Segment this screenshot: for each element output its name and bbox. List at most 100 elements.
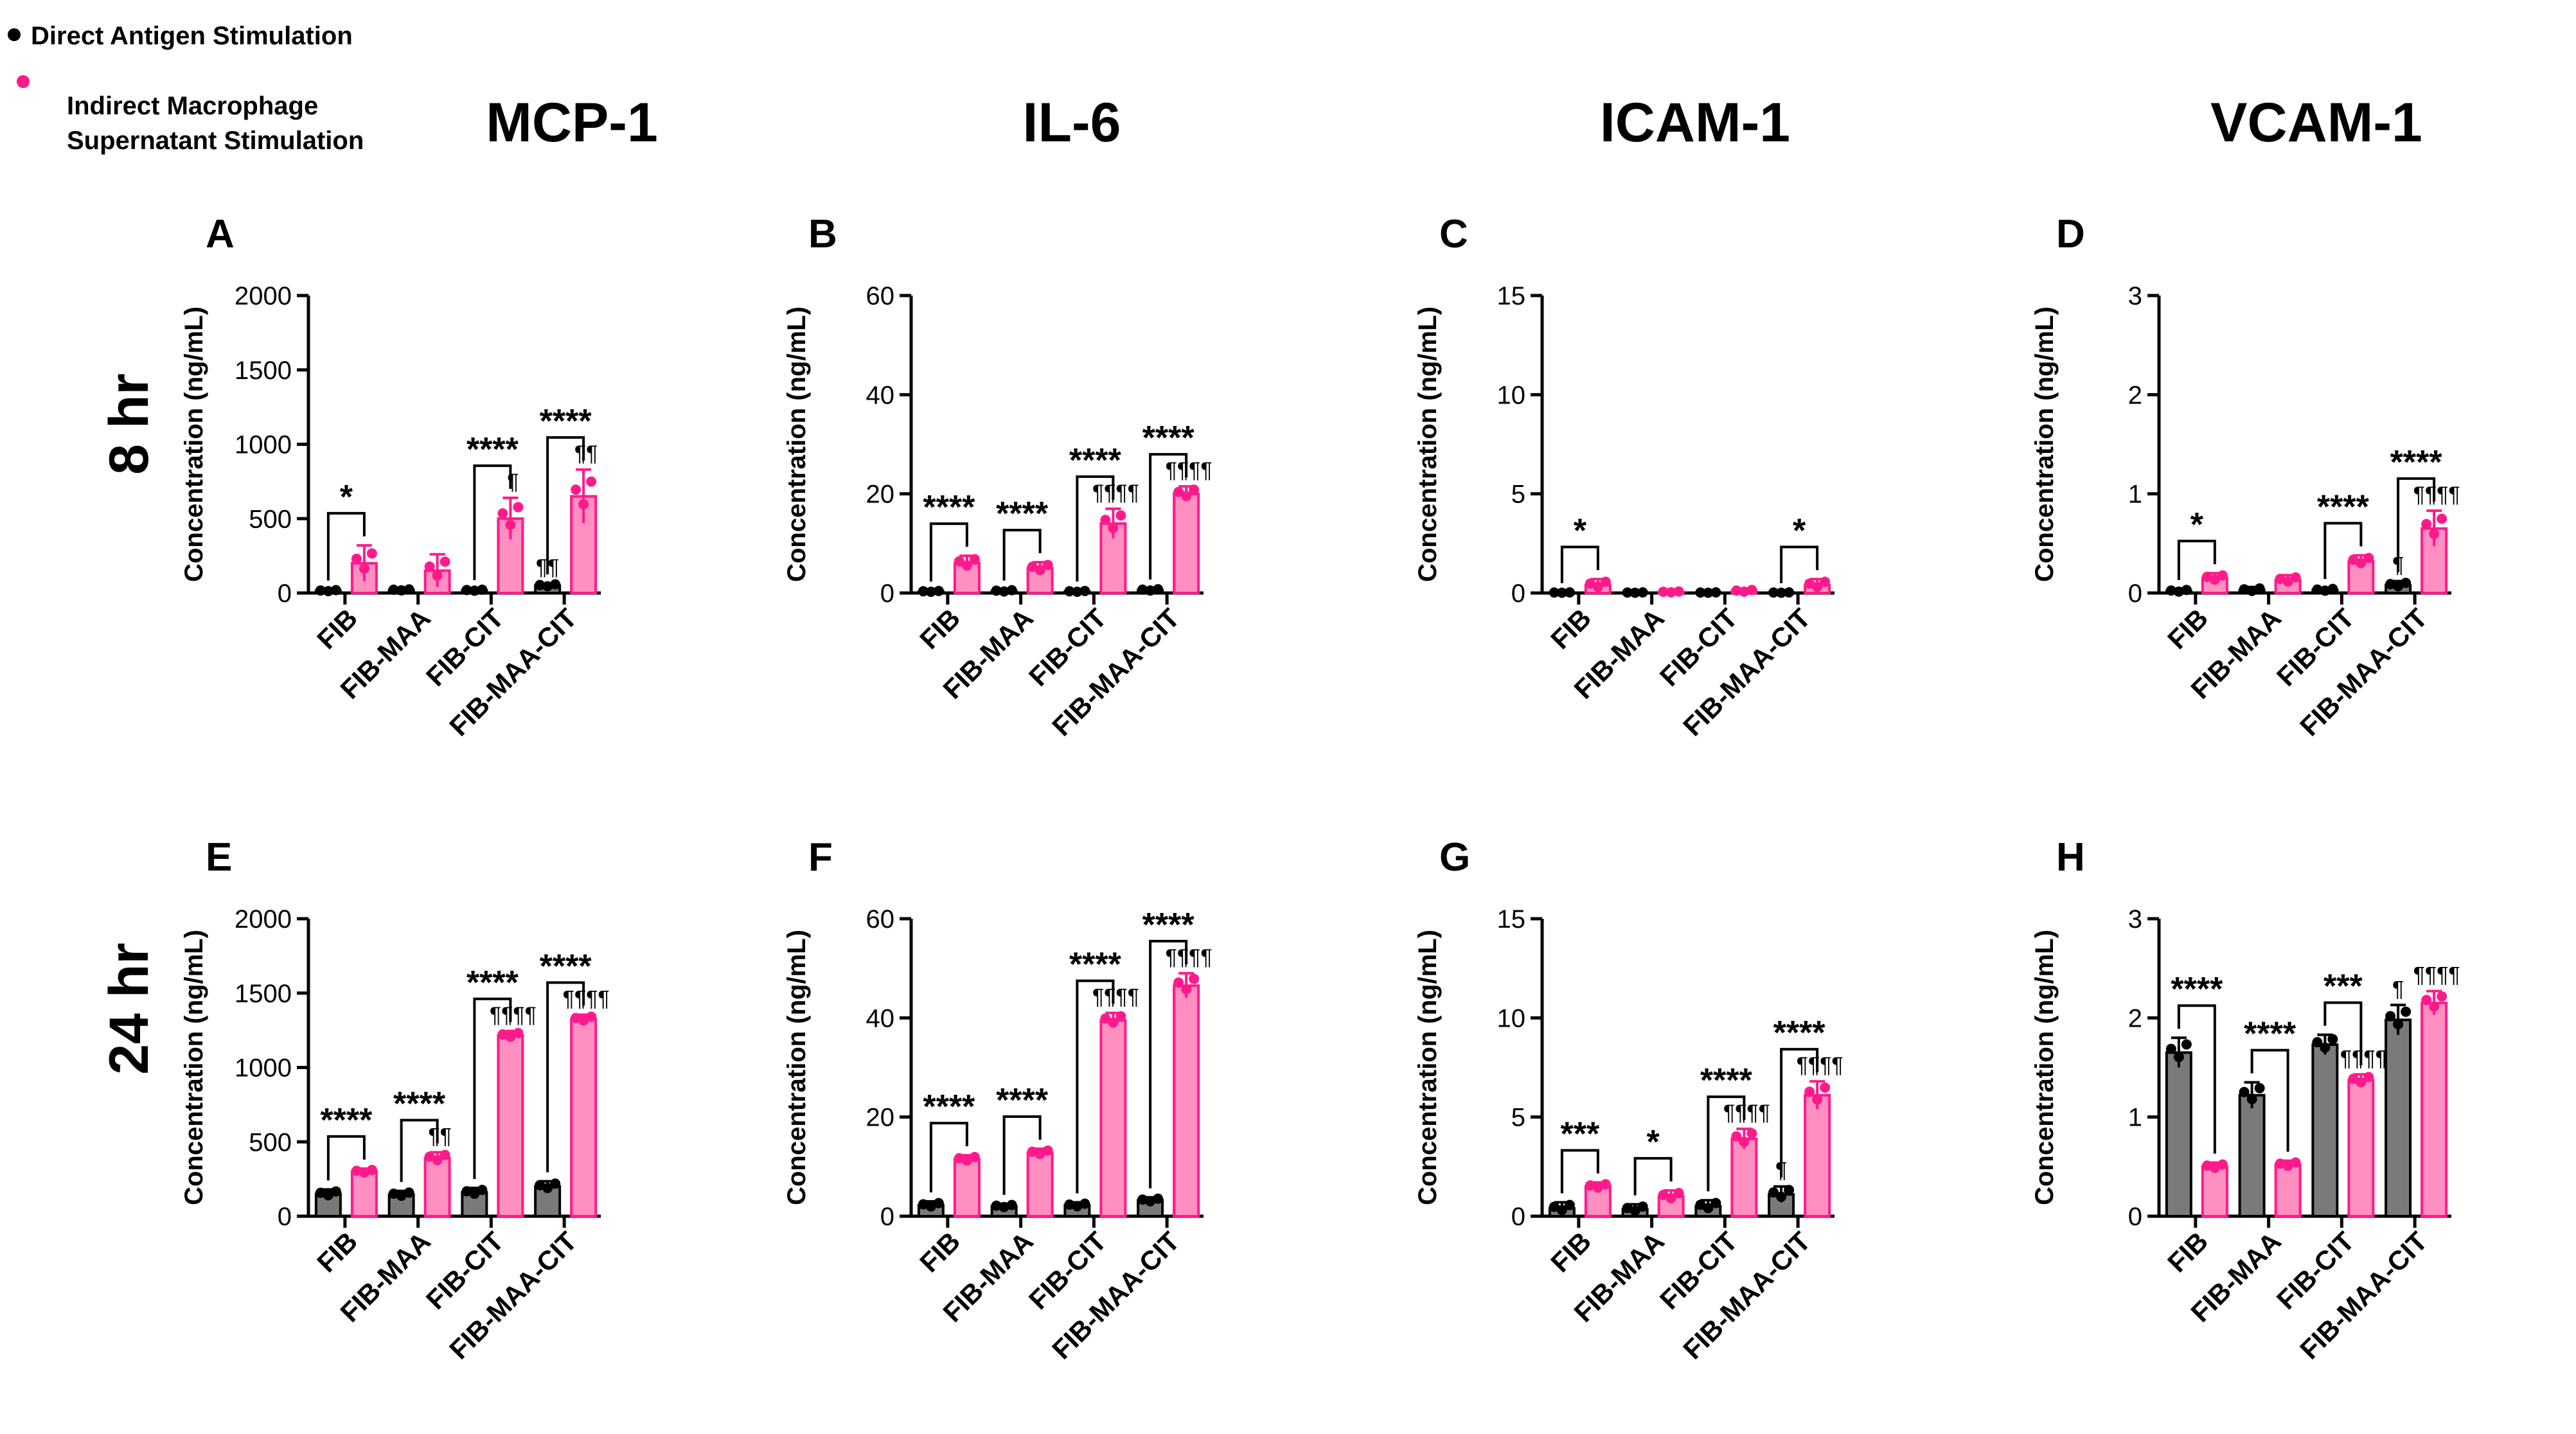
column-title-il6: IL-6 bbox=[1023, 92, 1121, 154]
indirect-bar bbox=[2274, 1163, 2302, 1218]
direct-data-point bbox=[2181, 585, 2192, 596]
direct-data-point bbox=[1153, 1193, 1164, 1204]
indirect-data-point bbox=[1108, 1017, 1119, 1028]
significance-label: **** bbox=[1069, 442, 1122, 479]
y-tick-label: 1 bbox=[2128, 1104, 2142, 1132]
direct-data-point bbox=[1710, 587, 1721, 598]
indirect-data-point bbox=[2348, 1074, 2359, 1084]
indirect-data-point bbox=[2348, 554, 2359, 565]
direct-data-point bbox=[477, 584, 488, 595]
indirect-pilcrow-mark: ¶¶¶¶ bbox=[1797, 1053, 1843, 1077]
indirect-data-point bbox=[2209, 574, 2220, 585]
legend-indirect-label-line1: Indirect Macrophage bbox=[67, 92, 318, 120]
direct-data-point bbox=[2312, 1037, 2323, 1048]
direct-data-point bbox=[2401, 1006, 2412, 1017]
indirect-bar bbox=[570, 1018, 598, 1217]
direct-data-point bbox=[1622, 587, 1633, 598]
chart-panel-f: F 0 20 40 60 Concentration (ng/mL) FIB **** FIB-… bbox=[783, 835, 1212, 1365]
x-tick-label: FIB bbox=[2162, 603, 2214, 655]
indirect-data-point bbox=[2290, 572, 2301, 583]
direct-data-point bbox=[2173, 1052, 2184, 1063]
indirect-data-point bbox=[1100, 515, 1111, 526]
indirect-data-point bbox=[2429, 1001, 2440, 1012]
indirect-data-point bbox=[2275, 574, 2286, 585]
y-tick-label: 1 bbox=[2128, 481, 2142, 509]
direct-data-point bbox=[991, 1200, 1002, 1211]
indirect-data-point bbox=[571, 484, 582, 495]
indirect-data-point bbox=[1820, 1082, 1831, 1093]
indirect-data-point bbox=[2290, 1157, 2301, 1168]
significance-bracket bbox=[2177, 540, 2216, 580]
direct-data-point bbox=[542, 581, 553, 592]
x-tick-label: FIB-MAA-CIT bbox=[2294, 1226, 2433, 1365]
x-tick-label: FIB-MAA-CIT bbox=[443, 1226, 583, 1365]
column-titles: MCP-1 IL-6 ICAM-1 VCAM-1 bbox=[486, 92, 2422, 154]
significance-label: **** bbox=[2317, 488, 2370, 526]
chart-panel-a: A 0 500 1000 1500 2000 Concentration (ng/mL) FI… bbox=[180, 212, 601, 741]
direct-data-point bbox=[2246, 585, 2257, 596]
indirect-data-point bbox=[1666, 587, 1676, 598]
direct-data-point bbox=[1776, 1191, 1787, 1202]
direct-data-point bbox=[2320, 1042, 2331, 1053]
direct-data-point bbox=[999, 1201, 1009, 1212]
indirect-data-point bbox=[2282, 1160, 2293, 1171]
indirect-data-point bbox=[586, 1011, 597, 1022]
y-tick-label: 1500 bbox=[235, 980, 292, 1008]
significance-bracket bbox=[1560, 545, 1599, 583]
indirect-data-point bbox=[1592, 581, 1603, 592]
legend-indirect-label: Indirect Macrophage Supernatant Stimulati… bbox=[67, 92, 364, 155]
direct-data-point bbox=[2327, 1034, 2338, 1045]
indirect-data-point bbox=[351, 553, 362, 564]
indirect-bar bbox=[350, 1170, 378, 1218]
y-tick-label: 60 bbox=[866, 282, 895, 310]
direct-data-point bbox=[1564, 587, 1575, 598]
y-tick-label: 1000 bbox=[235, 431, 292, 459]
direct-data-point bbox=[461, 1186, 472, 1197]
indirect-data-point bbox=[578, 1015, 589, 1026]
indirect-data-point bbox=[2421, 995, 2432, 1005]
panel-letter: D bbox=[2056, 212, 2085, 256]
legend-indirect-dot bbox=[17, 75, 30, 88]
indirect-data-point bbox=[432, 570, 443, 581]
y-axis-label: Concentration (ng/mL) bbox=[783, 930, 811, 1205]
direct-data-point bbox=[1768, 1187, 1779, 1198]
indirect-data-point bbox=[1658, 587, 1669, 598]
y-axis-label: Concentration (ng/mL) bbox=[2030, 930, 2059, 1205]
direct-data-point bbox=[1064, 1199, 1075, 1210]
y-tick-label: 500 bbox=[249, 1128, 292, 1156]
indirect-data-point bbox=[1035, 565, 1045, 576]
indirect-data-point bbox=[961, 1155, 972, 1166]
indirect-pilcrow-mark: ¶¶¶¶ bbox=[2340, 1046, 2387, 1070]
significance-bracket bbox=[1149, 939, 1188, 1189]
direct-data-point bbox=[2173, 586, 2184, 597]
y-tick-label: 2 bbox=[2128, 381, 2142, 409]
indirect-data-point bbox=[1812, 1094, 1823, 1105]
significance-label: **** bbox=[996, 495, 1049, 533]
panel-letter: F bbox=[808, 835, 833, 880]
direct-data-point bbox=[2327, 583, 2338, 594]
indirect-bar bbox=[2347, 1079, 2375, 1218]
direct-data-point bbox=[2312, 584, 2323, 595]
significance-bracket bbox=[1780, 545, 1819, 583]
indirect-data-point bbox=[1673, 586, 1684, 597]
direct-data-point bbox=[388, 1188, 399, 1199]
y-tick-label: 0 bbox=[278, 580, 292, 608]
significance-label: **** bbox=[996, 1082, 1049, 1119]
x-tick-label: FIB bbox=[311, 603, 363, 655]
significance-label: **** bbox=[466, 431, 519, 468]
indirect-data-point bbox=[2421, 518, 2432, 529]
indirect-data-point bbox=[1673, 1188, 1684, 1199]
indirect-data-point bbox=[2356, 558, 2367, 569]
direct-bar bbox=[2311, 1043, 2339, 1217]
direct-data-point bbox=[991, 585, 1002, 596]
indirect-bar bbox=[2201, 1165, 2228, 1218]
y-tick-label: 40 bbox=[866, 381, 895, 409]
indirect-data-point bbox=[954, 556, 964, 567]
indirect-data-point bbox=[440, 556, 450, 567]
panel-letter: C bbox=[1439, 212, 1468, 256]
direct-data-point bbox=[933, 1198, 944, 1208]
indirect-data-point bbox=[1666, 1192, 1676, 1203]
indirect-data-point bbox=[366, 1165, 377, 1176]
significance-bracket bbox=[2177, 1004, 2216, 1154]
